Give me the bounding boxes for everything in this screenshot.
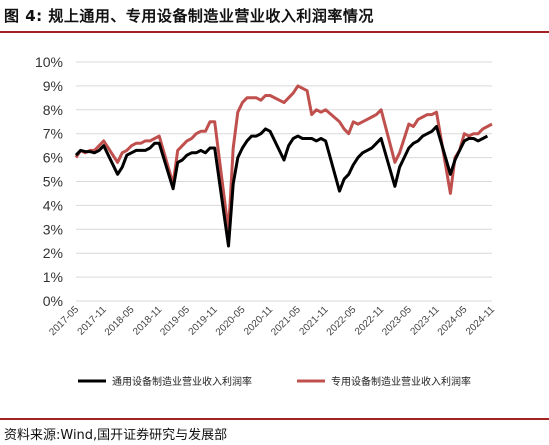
special-profit-margin-line [74, 84, 493, 234]
y-tick-label: 2% [43, 245, 63, 261]
x-tick-label: 2020-05 [214, 304, 248, 338]
y-tick-label: 4% [43, 197, 63, 213]
legend-label-special: 专用设备制造业营业收入利润率 [331, 375, 471, 388]
source-note: 资料来源:Wind,国开证券研究与发展部 [4, 428, 228, 443]
chart-series [74, 84, 493, 248]
y-tick-label: 6% [43, 150, 63, 166]
y-tick-label: 7% [43, 126, 63, 142]
title-divider [0, 31, 549, 33]
x-tick-label: 2024-11 [464, 304, 498, 338]
y-axis-tick-labels: 0% 1% 2% 3% 4% 5% 6% 7% 8% 9% 10% [35, 54, 63, 309]
x-tick-label: 2023-05 [380, 304, 414, 338]
y-tick-label: 0% [43, 293, 63, 309]
y-tick-label: 5% [43, 174, 63, 190]
x-tick-label: 2017-05 [47, 304, 81, 338]
x-tick-label: 2022-05 [325, 304, 359, 338]
y-tick-label: 3% [43, 221, 63, 237]
general-profit-margin-line [74, 125, 489, 248]
y-tick-label: 10% [35, 54, 63, 70]
y-tick-label: 1% [43, 269, 63, 285]
chart-gridlines [76, 61, 492, 302]
x-tick-label: 2018-05 [103, 304, 137, 338]
x-tick-label: 2024-05 [436, 304, 470, 338]
figure-title: 图 4: 规上通用、专用设备制造业营业收入利润率情况 [4, 7, 374, 25]
legend-label-general: 通用设备制造业营业收入利润率 [112, 375, 252, 388]
x-axis-tick-labels: 2017-052017-112018-052018-112019-052019-… [47, 304, 497, 338]
x-tick-label: 2019-05 [158, 304, 192, 338]
footer-divider [0, 418, 549, 420]
y-tick-label: 8% [43, 102, 63, 118]
x-tick-label: 2021-05 [269, 304, 303, 338]
y-tick-label: 9% [43, 78, 63, 94]
chart-legend: 通用设备制造业营业收入利润率 专用设备制造业营业收入利润率 [78, 375, 471, 388]
